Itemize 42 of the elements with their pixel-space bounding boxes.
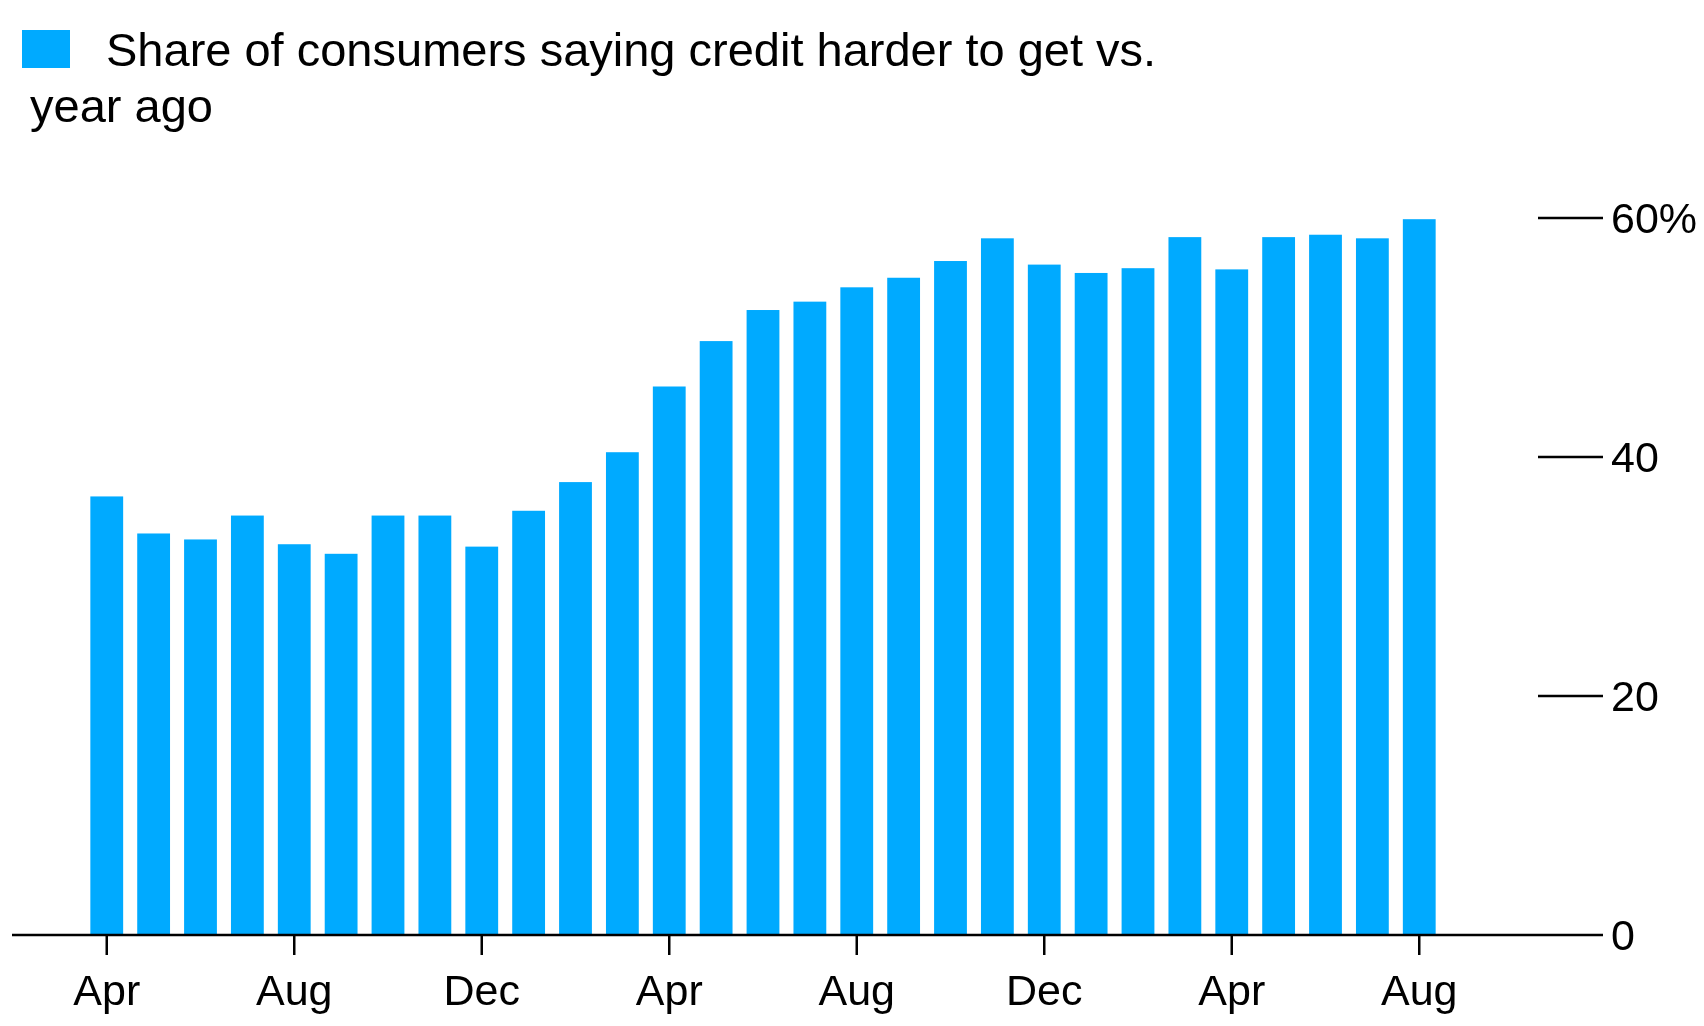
- bar: [934, 261, 967, 935]
- y-tick-label: 0: [1611, 911, 1635, 959]
- bar: [371, 515, 405, 935]
- bar: [1215, 269, 1249, 935]
- legend-label: Share of consumers saying credit harder to get vs. year ago: [30, 23, 1157, 132]
- x-tick-label: Aug: [1380, 966, 1458, 1014]
- bar: [1355, 238, 1389, 935]
- x-tick-label: Apr: [635, 966, 703, 1014]
- bar: [699, 341, 733, 935]
- bar: [980, 238, 1014, 935]
- bar: [652, 386, 686, 935]
- bar: [90, 496, 124, 935]
- bar: [559, 482, 592, 935]
- bar: [840, 287, 874, 935]
- bar: [184, 539, 217, 935]
- y-tick-label: 60%: [1611, 194, 1698, 242]
- y-tick-label: 20: [1611, 672, 1659, 720]
- x-tick-label: Dec: [443, 966, 520, 1014]
- bar: [1262, 237, 1296, 935]
- bar: [512, 510, 546, 935]
- bar: [605, 452, 639, 935]
- bar: [1168, 237, 1202, 935]
- bar: [1121, 268, 1155, 935]
- x-tick-label: Aug: [818, 966, 896, 1014]
- bar: [1027, 264, 1061, 935]
- x-tick-label: Dec: [1006, 966, 1083, 1014]
- bar: [1309, 234, 1342, 935]
- bar: [277, 544, 311, 935]
- x-tick-label: Apr: [73, 966, 141, 1014]
- y-tick-label: 40: [1611, 433, 1659, 481]
- bar: [1402, 219, 1436, 935]
- bar: [418, 515, 452, 935]
- bar: [746, 310, 780, 935]
- bar: [465, 546, 499, 935]
- bar: [1074, 272, 1108, 935]
- bar: [887, 277, 921, 935]
- bar: [137, 533, 171, 935]
- bar: [324, 553, 358, 935]
- x-tick-label: Apr: [1198, 966, 1266, 1014]
- bar: [793, 301, 827, 935]
- x-tick-label: Aug: [255, 966, 333, 1014]
- bar: [230, 515, 264, 935]
